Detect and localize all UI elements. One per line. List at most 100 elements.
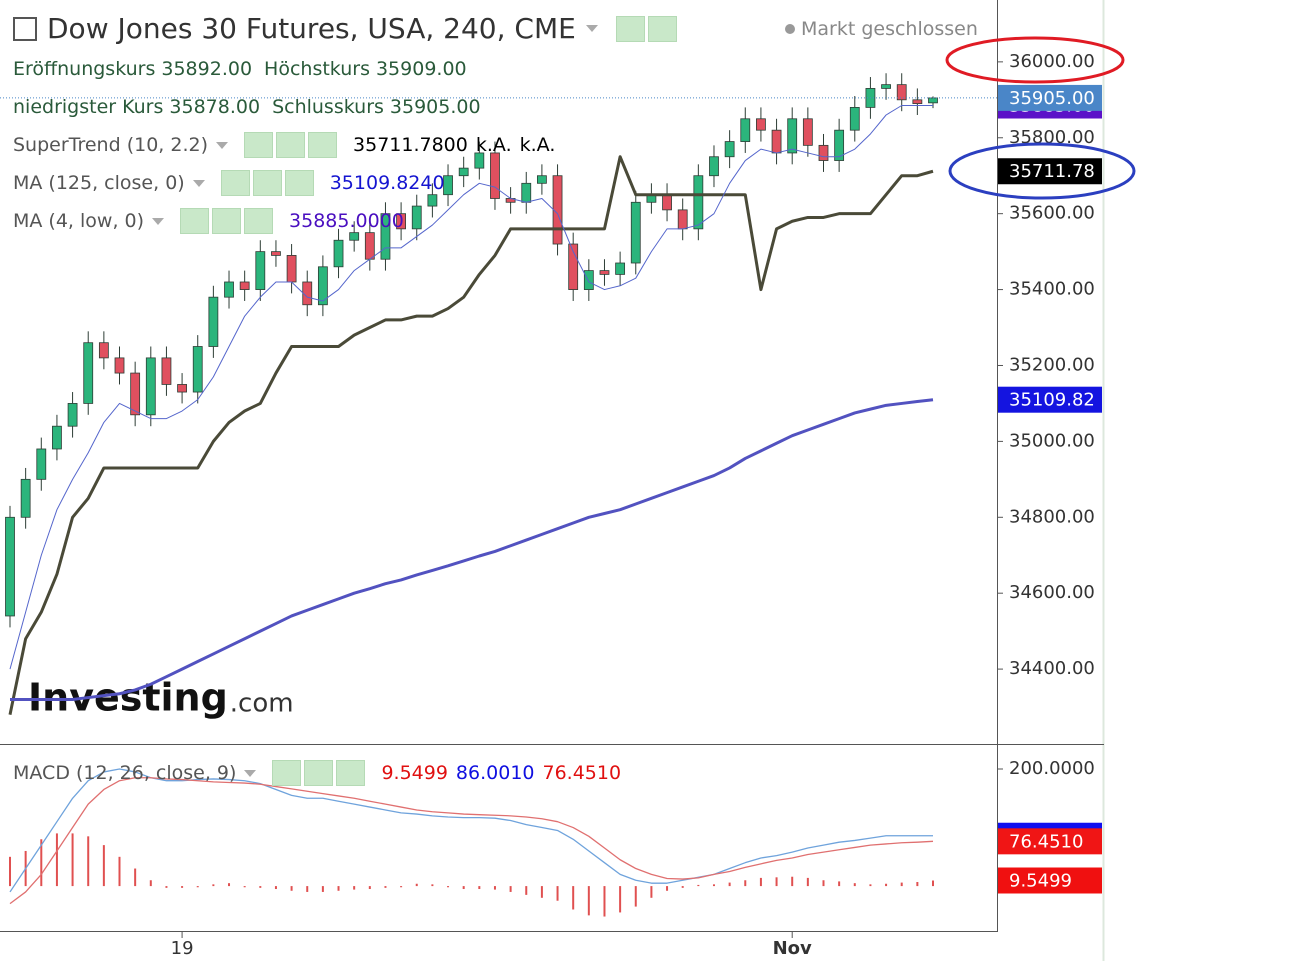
ohlc-value: 35878.00	[169, 96, 261, 118]
candle-body	[724, 141, 735, 158]
candle-body	[177, 384, 187, 393]
dropdown[interactable]	[152, 217, 165, 225]
price-tag	[998, 828, 1102, 855]
dropdown[interactable]	[585, 25, 598, 32]
legend-row: MACD (12, 26, close, 9) 9.5499 86.0010 76.4…	[13, 760, 621, 786]
candle-body	[599, 270, 610, 275]
icon[interactable]	[244, 208, 274, 234]
candle-body	[20, 478, 31, 518]
legend-value: 86.0010	[455, 762, 535, 784]
icon[interactable]	[336, 760, 366, 786]
candle-body	[130, 372, 141, 416]
candle-body	[5, 516, 15, 617]
x-tick-label: 19	[171, 938, 194, 959]
candle-body	[333, 239, 344, 268]
price-tag	[998, 84, 1102, 111]
candle-body	[474, 152, 485, 169]
ohlc-label: Höchstkurs	[264, 58, 370, 80]
ohlc-value: 35909.00	[375, 58, 467, 80]
candle-body	[36, 448, 47, 480]
y-tick-label: 34600.00	[1009, 582, 1095, 603]
legend-value: k.A.	[519, 134, 556, 156]
icons	[220, 170, 314, 196]
candle-body	[411, 205, 422, 230]
y-tick-label: 35200.00	[1009, 354, 1095, 375]
icons	[244, 132, 338, 158]
y-tick-label: 35600.00	[1009, 203, 1095, 224]
candle-body	[740, 118, 751, 142]
candle-body	[52, 425, 62, 450]
candle-body	[709, 156, 719, 177]
candle-body	[83, 342, 94, 404]
candle-body	[787, 118, 798, 154]
candle-body	[912, 99, 923, 105]
collapse-icon[interactable]	[13, 16, 37, 41]
icon[interactable]	[272, 760, 302, 786]
y-tick-label: 34400.00	[1009, 658, 1095, 679]
annotation-ellipse	[948, 142, 1136, 200]
legend-value: k.A.	[475, 134, 512, 156]
candle-body	[364, 232, 375, 260]
dropdown[interactable]	[216, 141, 229, 149]
icons	[615, 15, 677, 42]
icon[interactable]	[252, 170, 282, 196]
icon[interactable]	[284, 170, 314, 196]
legend-name: MA (125, close, 0)	[13, 172, 185, 194]
candle-body	[881, 84, 891, 89]
legend-row: MA (4, low, 0) 35885.0000	[13, 208, 404, 234]
candle-body	[458, 167, 469, 177]
candle-body	[239, 281, 250, 290]
icon[interactable]	[304, 760, 334, 786]
candle-body	[834, 129, 845, 161]
candle-body	[928, 97, 938, 104]
ohlc-label: Schlusskurs	[272, 96, 384, 118]
candle-body	[255, 251, 266, 290]
candle-body	[224, 281, 234, 298]
candle-body	[145, 357, 156, 416]
icon[interactable]	[220, 170, 250, 196]
icons	[180, 208, 274, 234]
candle-body	[349, 232, 360, 241]
y-tick-label: 35400.00	[1009, 279, 1095, 300]
price-tag-label: 35711.78	[1009, 161, 1095, 182]
chart-title: Dow Jones 30 Futures, USA, 240, CME	[47, 12, 576, 45]
candle-body	[662, 194, 672, 211]
y-tick-label: 200.0000	[1009, 758, 1095, 779]
price-tag	[998, 867, 1102, 894]
ohlc-value: 35905.00	[389, 96, 481, 118]
y-tick-label: 35000.00	[1009, 430, 1095, 451]
icon[interactable]	[180, 208, 210, 234]
legend-value: 76.4510	[542, 762, 622, 784]
x-tick-label: Nov	[773, 938, 812, 959]
icon[interactable]	[244, 132, 274, 158]
candle-body	[896, 84, 907, 101]
candle-body	[568, 243, 579, 290]
candle-body	[490, 152, 500, 199]
ohlc-label: niedrigster Kurs	[13, 96, 164, 118]
line	[8, 155, 934, 715]
candle-body	[756, 118, 766, 131]
legend-value: 35711.7800	[353, 134, 468, 156]
candle-body	[693, 175, 704, 230]
line	[9, 105, 933, 670]
line	[9, 777, 934, 905]
icon[interactable]	[308, 132, 338, 158]
legend-value: 9.5499	[381, 762, 448, 784]
ohlc-row: Eröffnungskurs 35892.00 Höchstkurs 35909…	[13, 58, 467, 80]
icon[interactable]	[276, 132, 306, 158]
icon[interactable]	[212, 208, 242, 234]
line	[9, 768, 934, 893]
candle-body	[802, 118, 813, 146]
dropdown[interactable]	[244, 769, 257, 777]
price-tag	[998, 158, 1102, 185]
price-tag-label: 35109.82	[1009, 390, 1095, 411]
legend-name: SuperTrend (10, 2.2)	[13, 134, 209, 156]
candle-body	[849, 107, 860, 131]
dropdown[interactable]	[192, 179, 205, 187]
candle-body	[67, 403, 78, 427]
candle-body	[380, 213, 391, 260]
candle-body	[818, 144, 829, 161]
y-tick-label: 36000.00	[1009, 51, 1095, 72]
candle-body	[427, 194, 438, 207]
